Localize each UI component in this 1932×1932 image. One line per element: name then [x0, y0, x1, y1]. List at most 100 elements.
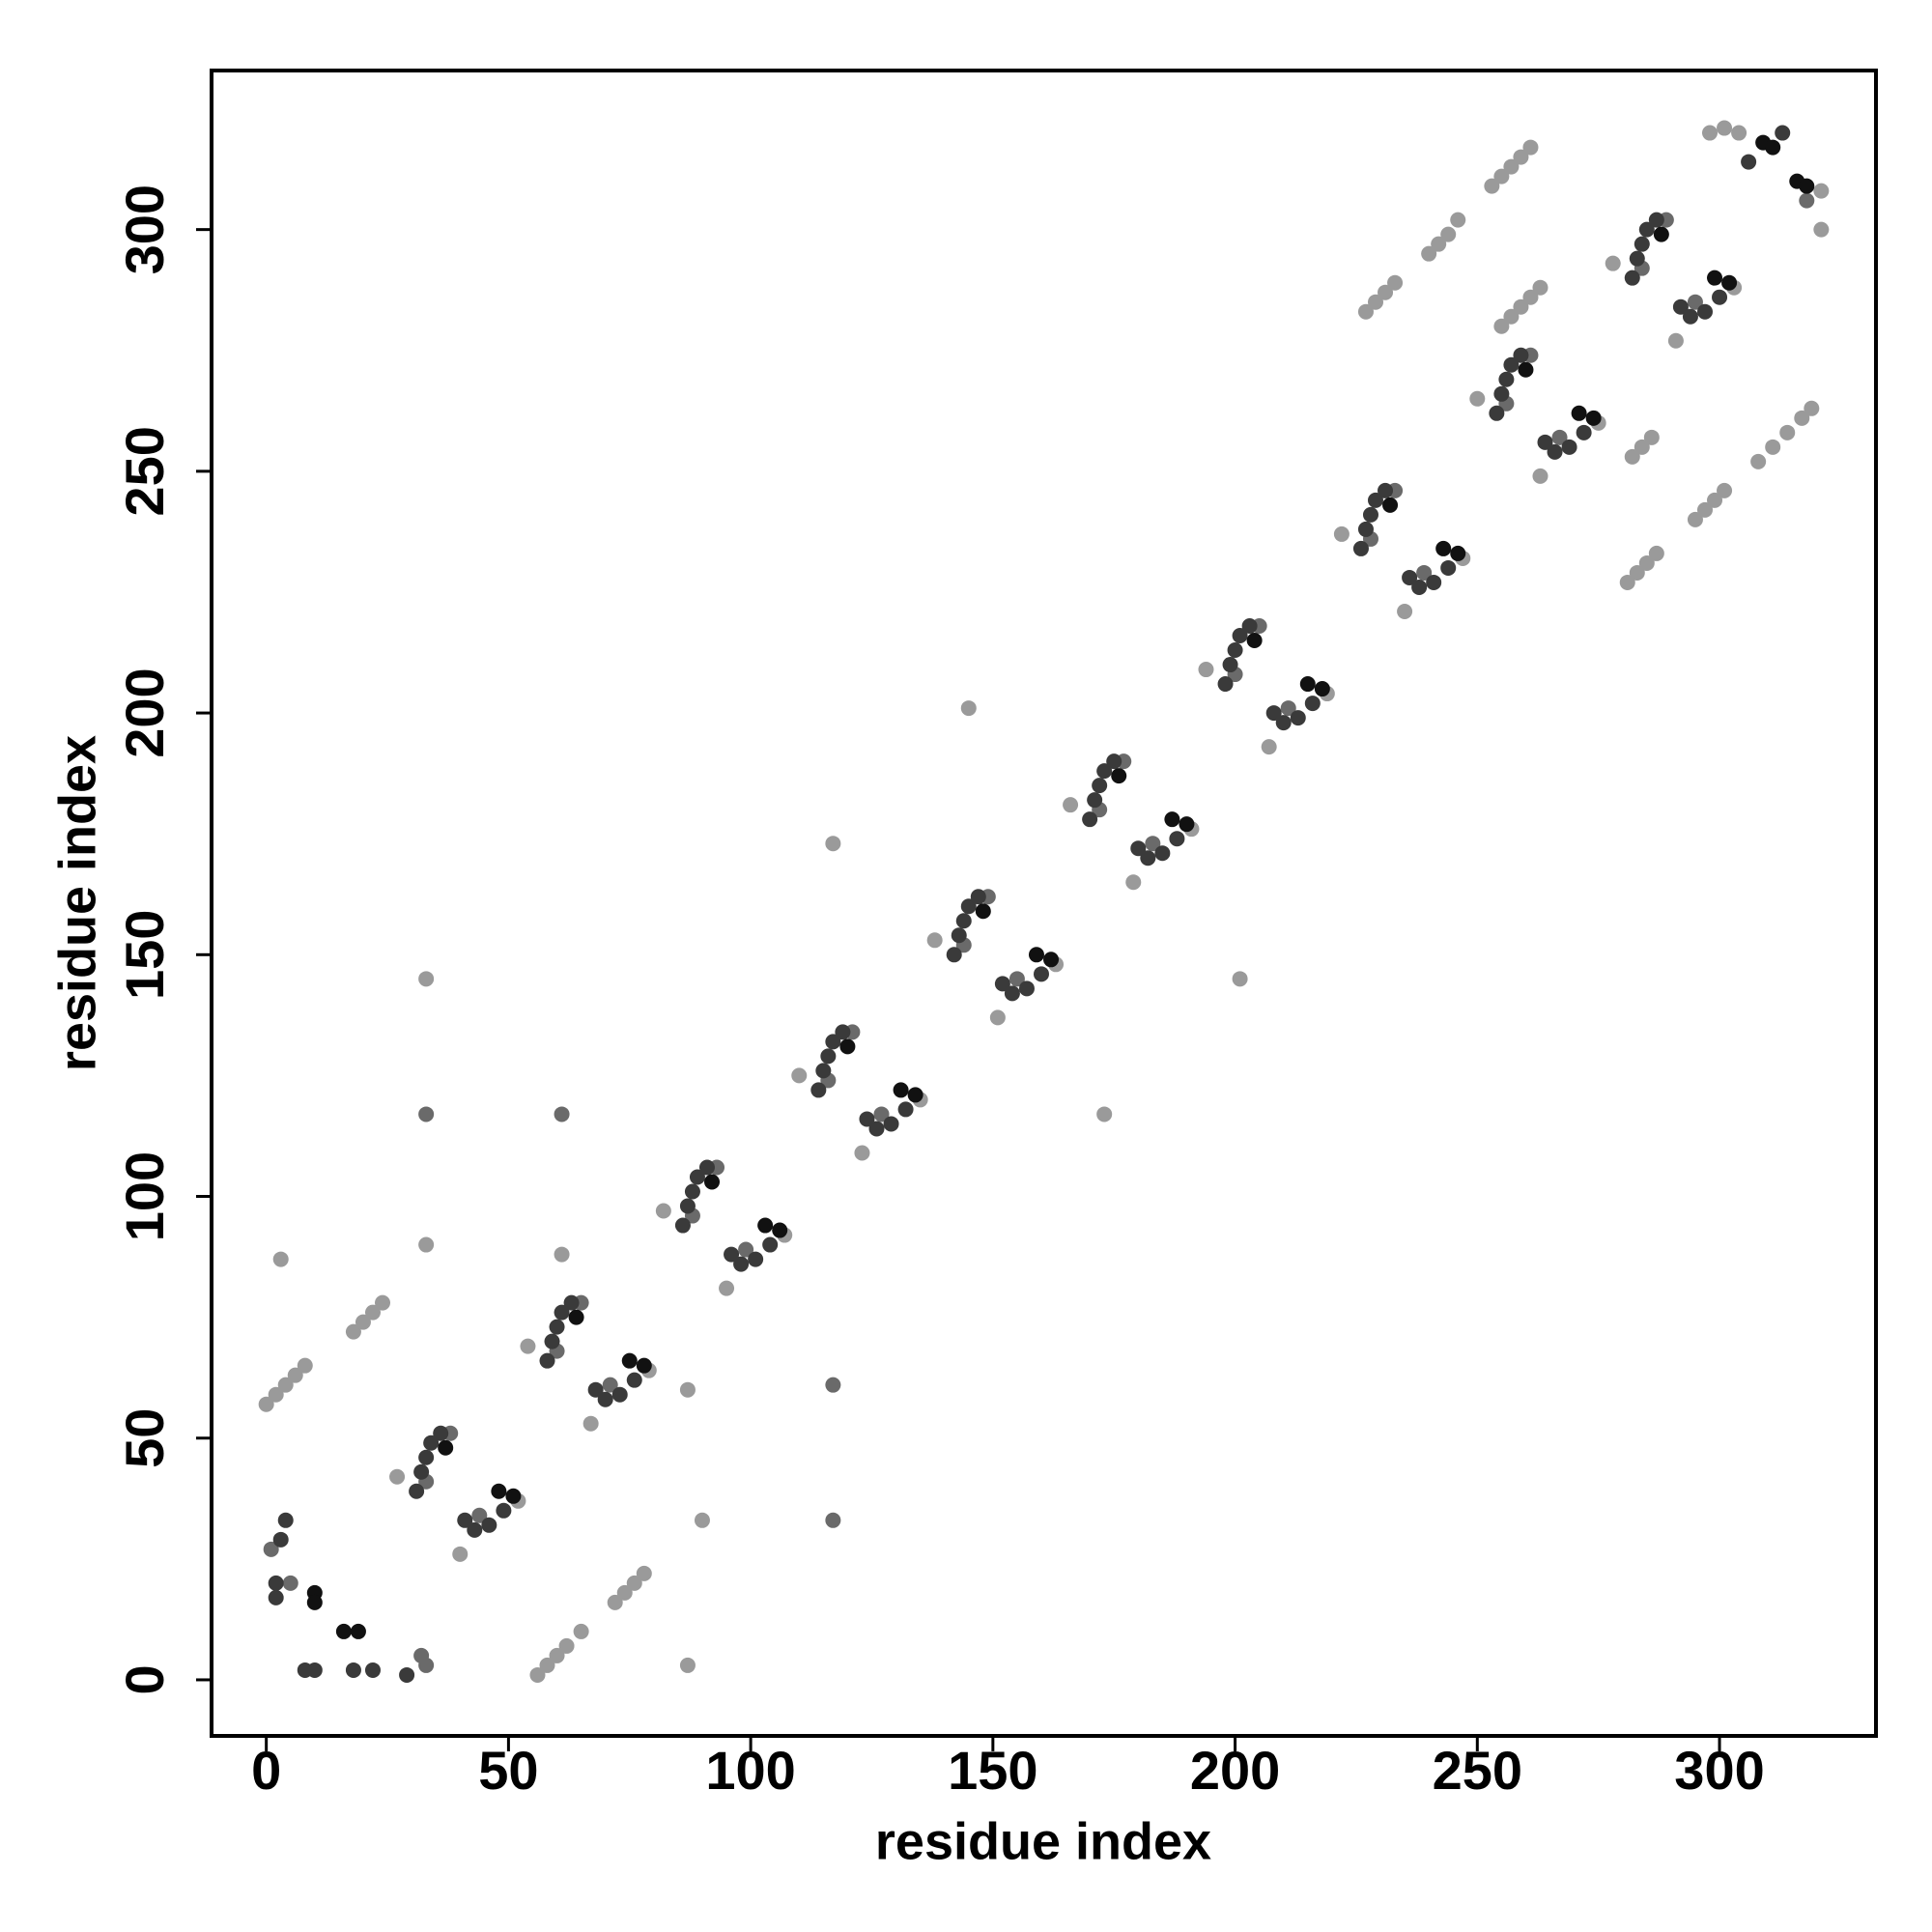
point [1367, 294, 1383, 310]
point [433, 1425, 449, 1441]
point [258, 1396, 274, 1412]
point [854, 1145, 870, 1161]
point [636, 1565, 652, 1581]
point [1179, 816, 1195, 833]
point [1382, 497, 1399, 513]
point [1009, 971, 1025, 987]
point [674, 1217, 691, 1234]
point [698, 1159, 715, 1176]
point [868, 1121, 885, 1137]
point [1731, 125, 1747, 141]
point [1265, 705, 1282, 722]
point [549, 1319, 565, 1335]
point [287, 1367, 303, 1383]
point [554, 1106, 570, 1122]
point [825, 1377, 841, 1393]
point [1232, 628, 1248, 644]
point [418, 1106, 435, 1122]
x-tick-label: 150 [948, 1740, 1037, 1801]
point [1638, 554, 1655, 571]
point [1643, 429, 1660, 445]
point [679, 1381, 696, 1398]
y-tick-label: 200 [114, 668, 175, 757]
x-tick-label: 200 [1190, 1740, 1280, 1801]
point [975, 903, 991, 920]
point [1741, 154, 1757, 170]
point [689, 1169, 705, 1185]
point [554, 1304, 570, 1321]
point [1518, 361, 1534, 378]
point [897, 1101, 914, 1118]
point [345, 1323, 361, 1340]
point [418, 971, 435, 987]
point [820, 1048, 837, 1065]
point [1721, 274, 1738, 291]
point [1672, 298, 1689, 315]
point [364, 1304, 381, 1321]
point [1469, 390, 1486, 407]
point [733, 1256, 750, 1272]
point [1082, 811, 1098, 828]
point [389, 1468, 406, 1485]
point [1799, 178, 1815, 194]
point [1682, 308, 1698, 325]
point [1063, 797, 1079, 813]
point [1280, 700, 1296, 717]
point [1140, 850, 1156, 867]
point [418, 1449, 435, 1465]
point [481, 1517, 497, 1533]
point [573, 1623, 589, 1639]
point [364, 1662, 381, 1678]
point [345, 1662, 361, 1678]
point [1275, 715, 1292, 731]
point [1217, 676, 1234, 693]
x-tick-label: 50 [478, 1740, 538, 1801]
point [1411, 579, 1428, 595]
point [554, 1246, 570, 1263]
point [825, 836, 841, 852]
point [907, 1087, 923, 1103]
point [505, 1488, 522, 1504]
point [1489, 405, 1505, 421]
point [268, 1386, 284, 1403]
point [1717, 482, 1733, 498]
point [1431, 236, 1447, 252]
point [597, 1391, 613, 1407]
point [655, 1203, 671, 1219]
point [1440, 559, 1457, 576]
point [738, 1241, 754, 1258]
point [1426, 574, 1442, 590]
point [1018, 980, 1035, 997]
point [970, 889, 986, 905]
point [757, 1217, 774, 1234]
point [772, 1222, 788, 1238]
x-tick-label: 100 [705, 1740, 795, 1801]
point [1687, 294, 1703, 310]
y-axis-label: residue index [48, 735, 106, 1071]
point [1522, 139, 1539, 156]
plot-frame [210, 69, 1878, 1738]
point [1164, 811, 1180, 828]
point [1154, 845, 1171, 862]
point [1145, 836, 1161, 852]
point [471, 1507, 488, 1523]
point [268, 1575, 284, 1591]
point [1702, 125, 1719, 141]
point [1106, 753, 1122, 770]
point [1169, 831, 1185, 847]
point [1717, 120, 1733, 136]
point [679, 1657, 696, 1673]
point [1561, 439, 1577, 455]
point [1290, 710, 1306, 726]
point [1547, 443, 1563, 460]
point [989, 1009, 1006, 1026]
point [1503, 356, 1520, 373]
point [1765, 439, 1781, 455]
point [762, 1236, 779, 1253]
point [1362, 506, 1378, 523]
point [1227, 642, 1243, 659]
point [704, 1174, 721, 1190]
point [539, 1352, 555, 1369]
point [626, 1372, 642, 1388]
point [272, 1251, 289, 1267]
